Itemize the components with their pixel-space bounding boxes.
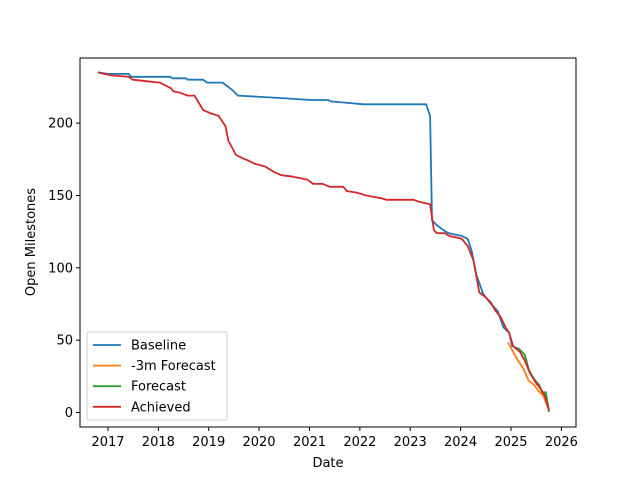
- y-tick-label-3: 150: [48, 189, 73, 204]
- legend-label-0: Baseline: [131, 339, 186, 354]
- y-tick-label-4: 200: [48, 117, 73, 132]
- y-axis-ticks: 0 50 100 150 200: [48, 117, 80, 421]
- x-axis-ticks: 2017 2018 2019 2020 2021 2022 2023 2024 2025 2026: [91, 427, 578, 450]
- legend-label-3: Achieved: [131, 400, 191, 415]
- x-tick-label-4: 2021: [293, 435, 326, 450]
- plot-frame: [79, 57, 577, 428]
- x-tick-label-1: 2018: [142, 435, 175, 450]
- y-tick-label-0: 0: [65, 406, 73, 421]
- x-tick-label-7: 2024: [444, 435, 477, 450]
- legend: Baseline -3m Forecast Forecast Achieved: [86, 331, 228, 421]
- x-tick-label-2: 2019: [192, 435, 225, 450]
- x-tick-label-0: 2017: [91, 435, 124, 450]
- x-tick-label-6: 2023: [394, 435, 427, 450]
- x-tick-label-9: 2026: [545, 435, 578, 450]
- series-line-1: [507, 341, 550, 411]
- legend-label-1: -3m Forecast: [131, 359, 216, 374]
- x-tick-label-5: 2022: [343, 435, 376, 450]
- series-layer: [97, 71, 550, 413]
- x-tick-label-8: 2025: [494, 435, 527, 450]
- y-axis-label: Open Milestones: [24, 188, 39, 296]
- x-tick-label-3: 2020: [242, 435, 275, 450]
- x-axis-label: Date: [312, 456, 343, 471]
- legend-box: [86, 331, 228, 421]
- y-tick-label-1: 50: [56, 334, 73, 349]
- legend-label-2: Forecast: [131, 380, 186, 395]
- series-line-3: [97, 71, 550, 411]
- y-tick-label-2: 100: [48, 261, 73, 276]
